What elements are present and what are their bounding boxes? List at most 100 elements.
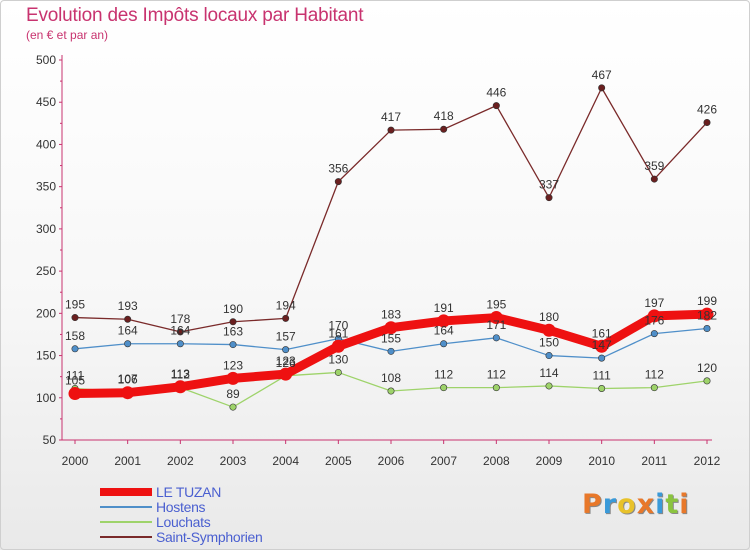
x-tick-label: 2004 bbox=[272, 454, 299, 468]
data-point-le-tuzan bbox=[121, 386, 135, 400]
data-label-hostens: 164 bbox=[118, 324, 138, 338]
y-tick-label: 200 bbox=[36, 306, 56, 320]
data-label-louchats: 130 bbox=[328, 352, 348, 366]
data-point-saint-symphorien bbox=[440, 125, 448, 133]
y-tick-label: 350 bbox=[36, 180, 56, 194]
data-label-le-tuzan: 191 bbox=[434, 301, 454, 315]
legend-item-louchats[interactable]: Louchats bbox=[100, 514, 262, 530]
data-label-louchats: 112 bbox=[171, 368, 190, 382]
legend: LE TUZAN Hostens Louchats Saint-Symphori… bbox=[100, 483, 263, 545]
data-label-le-tuzan: 195 bbox=[486, 298, 506, 312]
data-point-hostens bbox=[282, 346, 290, 354]
data-point-hostens bbox=[440, 340, 448, 348]
data-point-louchats bbox=[545, 382, 553, 390]
data-label-saint-symphorien: 194 bbox=[276, 298, 296, 312]
legend-swatch-saint-symphorien bbox=[100, 535, 152, 538]
data-label-louchats: 126 bbox=[276, 356, 296, 370]
data-point-le-tuzan bbox=[279, 367, 293, 381]
data-point-louchats bbox=[387, 387, 395, 395]
logo-letter: i bbox=[655, 489, 666, 520]
data-point-louchats bbox=[440, 384, 448, 392]
data-label-le-tuzan: 183 bbox=[381, 308, 401, 322]
data-label-hostens: 150 bbox=[539, 336, 559, 350]
x-tick-label: 2005 bbox=[325, 454, 352, 468]
data-label-louchats: 112 bbox=[434, 368, 453, 382]
data-label-hostens: 171 bbox=[486, 318, 506, 332]
data-point-saint-symphorien bbox=[124, 315, 132, 323]
data-label-louchats: 89 bbox=[226, 387, 240, 401]
data-label-le-tuzan: 161 bbox=[328, 326, 348, 340]
legend-item-le-tuzan[interactable]: LE TUZAN bbox=[100, 483, 262, 500]
x-tick-label: 2010 bbox=[588, 454, 615, 468]
y-tick-label: 50 bbox=[43, 433, 57, 447]
data-label-louchats: 111 bbox=[66, 368, 85, 382]
data-label-saint-symphorien: 195 bbox=[65, 298, 85, 312]
legend-item-saint-symphorien[interactable]: Saint-Symphorien bbox=[100, 529, 263, 545]
data-label-hostens: 147 bbox=[592, 338, 612, 352]
data-label-louchats: 107 bbox=[118, 372, 138, 386]
data-label-louchats: 114 bbox=[539, 366, 558, 380]
data-point-louchats bbox=[334, 368, 342, 376]
x-tick-label: 2002 bbox=[167, 454, 194, 468]
data-point-le-tuzan bbox=[331, 339, 345, 353]
legend-label-le-tuzan: LE TUZAN bbox=[156, 483, 222, 500]
data-point-saint-symphorien bbox=[492, 102, 500, 110]
data-label-louchats: 120 bbox=[697, 361, 717, 375]
data-label-louchats: 111 bbox=[593, 368, 612, 382]
data-label-saint-symphorien: 426 bbox=[697, 102, 717, 116]
data-label-saint-symphorien: 190 bbox=[223, 302, 243, 316]
x-tick-label: 2009 bbox=[536, 454, 563, 468]
data-label-hostens: 170 bbox=[328, 319, 348, 333]
data-label-hostens: 164 bbox=[170, 324, 190, 338]
x-tick-label: 2007 bbox=[430, 454, 457, 468]
data-point-hostens bbox=[598, 354, 606, 362]
data-point-louchats bbox=[492, 384, 500, 392]
chart-title: Evolution des Impôts locaux par Habitant bbox=[26, 5, 364, 26]
data-label-saint-symphorien: 193 bbox=[118, 299, 138, 313]
data-point-hostens bbox=[229, 341, 237, 349]
data-label-le-tuzan: 123 bbox=[276, 354, 296, 368]
data-point-louchats bbox=[703, 377, 711, 385]
data-label-le-tuzan: 106 bbox=[118, 373, 138, 387]
x-tick-label: 2012 bbox=[694, 454, 721, 468]
data-point-hostens bbox=[71, 345, 79, 353]
data-point-le-tuzan bbox=[437, 314, 451, 328]
legend-label-hostens: Hostens bbox=[156, 498, 206, 515]
data-point-hostens bbox=[176, 340, 184, 348]
data-label-le-tuzan: 197 bbox=[644, 296, 664, 310]
data-label-hostens: 176 bbox=[644, 314, 664, 328]
y-tick-label: 150 bbox=[36, 349, 56, 363]
data-label-saint-symphorien: 359 bbox=[644, 159, 664, 173]
data-label-louchats: 112 bbox=[487, 368, 506, 382]
data-point-hostens bbox=[545, 352, 553, 360]
data-point-le-tuzan bbox=[173, 380, 187, 394]
logo-letter: i bbox=[679, 489, 690, 520]
data-point-saint-symphorien bbox=[282, 314, 290, 322]
data-label-saint-symphorien: 356 bbox=[328, 162, 348, 176]
logo-letter: o bbox=[617, 489, 637, 520]
data-label-hostens: 158 bbox=[65, 329, 85, 343]
x-tick-label: 2003 bbox=[220, 454, 247, 468]
logo-letter: r bbox=[602, 489, 618, 520]
legend-item-hostens[interactable]: Hostens bbox=[100, 498, 262, 515]
data-label-saint-symphorien: 337 bbox=[539, 178, 559, 192]
logo-letter: t bbox=[665, 489, 680, 520]
y-tick-label: 400 bbox=[36, 137, 56, 151]
data-point-saint-symphorien bbox=[703, 118, 711, 126]
data-point-le-tuzan bbox=[700, 307, 714, 321]
data-point-hostens bbox=[124, 340, 132, 348]
data-point-saint-symphorien bbox=[229, 318, 237, 326]
data-label-hostens: 157 bbox=[276, 330, 296, 344]
legend-swatch-hostens bbox=[100, 505, 152, 508]
legend-swatch-louchats bbox=[100, 520, 152, 523]
data-label-hostens: 182 bbox=[697, 309, 717, 323]
data-point-saint-symphorien bbox=[387, 126, 395, 134]
data-point-saint-symphorien bbox=[334, 178, 342, 186]
data-label-saint-symphorien: 467 bbox=[592, 68, 612, 82]
chart-subtitle: (en € et par an) bbox=[26, 28, 109, 42]
proxiti-logo: Proxiti bbox=[582, 489, 690, 520]
data-label-le-tuzan: 161 bbox=[592, 326, 612, 340]
series-line-saint-symphorien bbox=[74, 87, 708, 333]
data-point-saint-symphorien bbox=[650, 175, 658, 183]
